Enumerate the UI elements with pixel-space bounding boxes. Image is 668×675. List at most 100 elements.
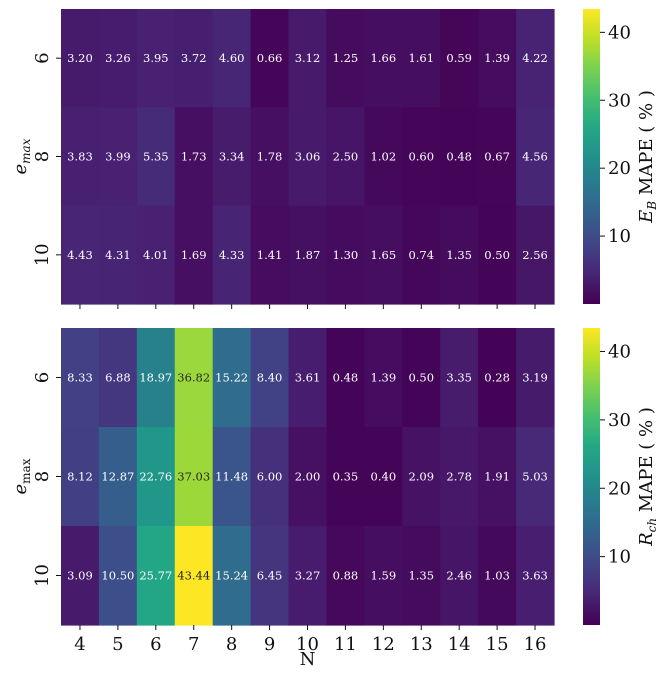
x-tick-label: 7 — [188, 634, 199, 655]
cell-value-label: 2.09 — [408, 470, 434, 484]
cell-value-label: 0.35 — [333, 470, 359, 484]
y-axis-title: emax — [10, 138, 33, 174]
cell-value-label: 3.12 — [295, 51, 321, 65]
heatmap-cell — [174, 526, 214, 626]
x-tick-label: 14 — [448, 634, 471, 655]
x-tick-label: 12 — [372, 634, 395, 655]
heatmap-cell — [364, 9, 403, 108]
cell-value-label: 10.50 — [101, 569, 134, 583]
heatmap-cell — [364, 427, 403, 527]
heatmap-cell — [212, 328, 252, 428]
cell-value-label: 1.65 — [371, 248, 397, 262]
cell-value-label: 1.39 — [484, 51, 510, 65]
cell-value-label: 0.88 — [333, 569, 359, 583]
cell-value-label: 3.72 — [181, 51, 207, 65]
cell-value-label: 1.87 — [295, 248, 321, 262]
cell-value-label: 3.20 — [67, 51, 93, 65]
heatmap-cell — [326, 526, 365, 626]
cell-value-label: 1.39 — [371, 371, 397, 385]
x-tick-label: 13 — [410, 634, 433, 655]
heatmap-cell — [516, 427, 555, 527]
heatmap-cell — [402, 9, 441, 108]
x-tick-label: 15 — [486, 634, 509, 655]
cell-value-label: 36.82 — [177, 371, 210, 385]
heatmap-cell — [402, 328, 441, 428]
cell-value-label: 1.35 — [446, 248, 472, 262]
heatmap-cell — [364, 107, 403, 207]
colorbar-tick-label: 40 — [608, 342, 631, 363]
cell-value-label: 22.76 — [139, 470, 172, 484]
heatmap-cell — [174, 328, 214, 428]
cell-value-label: 4.43 — [67, 248, 93, 262]
cell-value-label: 6.00 — [257, 470, 283, 484]
heatmap-cell — [136, 107, 176, 207]
heatmap-panel-2: 8.33 6.88 18.97 36.82 15.22 8.40 3.61 0.48 1.39 0… — [10, 328, 555, 670]
colorbar-label: Rch MAPE ( % ) — [636, 407, 659, 547]
cell-value-label: 4.22 — [522, 51, 548, 65]
heatmap-cell — [250, 328, 290, 428]
heatmap-cell — [98, 427, 138, 527]
heatmap-cell — [98, 107, 138, 207]
heatmap-cell — [440, 526, 479, 626]
colorbar-2: 10 20 30 40 Rch MAPE ( % ) — [583, 328, 659, 625]
heatmap-cell — [478, 107, 517, 207]
heatmap-cell — [364, 205, 403, 305]
heatmap-cell — [136, 328, 176, 428]
cell-value-label: 4.33 — [219, 248, 245, 262]
cell-value-label: 1.02 — [371, 150, 397, 164]
heatmap-panel-1: 3.20 3.26 3.95 3.72 4.60 0.66 3.12 1.25 1.66 1.61… — [10, 9, 555, 309]
heatmap-cell — [440, 205, 479, 305]
heatmap-cell — [98, 205, 138, 305]
heatmap-cell — [478, 427, 517, 527]
cell-value-label: 3.61 — [295, 371, 321, 385]
cell-value-label: 1.25 — [333, 51, 359, 65]
cell-value-label: 3.19 — [522, 371, 548, 385]
heatmap-cell — [364, 328, 403, 428]
x-tick-label: 5 — [112, 634, 123, 655]
heatmap-cell — [250, 205, 290, 305]
heatmap-cell — [174, 107, 214, 207]
cell-value-label: 3.06 — [295, 150, 321, 164]
heatmap-cell — [326, 205, 365, 305]
heatmap-cell — [61, 107, 100, 207]
cell-value-label: 3.26 — [105, 51, 131, 65]
heatmap-cell — [516, 328, 555, 428]
cell-value-label: 2.46 — [446, 569, 472, 583]
cell-value-label: 1.35 — [408, 569, 434, 583]
heatmap-cell — [326, 328, 365, 428]
x-tick-label: 11 — [334, 634, 357, 655]
heatmap-cell — [288, 526, 328, 626]
heatmap-cell — [136, 427, 176, 527]
heatmap-cell — [326, 9, 365, 108]
x-tick-label: 10 — [296, 634, 319, 655]
heatmap-cell — [250, 9, 290, 108]
cell-value-label: 8.33 — [67, 371, 93, 385]
cell-value-label: 1.73 — [181, 150, 207, 164]
heatmap-cell — [174, 205, 214, 305]
heatmap-cell — [61, 427, 100, 527]
y-axis-title: emax — [10, 458, 33, 494]
cell-value-label: 4.56 — [522, 150, 548, 164]
heatmap-cell — [440, 427, 479, 527]
cell-value-label: 11.48 — [215, 470, 248, 484]
heatmap-cell — [516, 9, 555, 108]
heatmap-cell — [440, 107, 479, 207]
heatmap-cell — [174, 9, 214, 108]
cell-value-label: 1.03 — [484, 569, 510, 583]
cell-value-label: 8.12 — [67, 470, 93, 484]
cell-value-label: 1.91 — [484, 470, 510, 484]
y-tick-label: 10 — [32, 564, 53, 587]
heatmap-cell — [136, 526, 176, 626]
cell-value-label: 0.74 — [408, 248, 434, 262]
heatmap-cell — [478, 328, 517, 428]
cell-value-label: 25.77 — [139, 569, 172, 583]
heatmap-cell — [288, 205, 328, 305]
colorbar-tick-label: 30 — [608, 410, 631, 431]
colorbar-tick-label: 20 — [608, 158, 631, 179]
cell-value-label: 3.27 — [295, 569, 321, 583]
cell-value-label: 1.59 — [371, 569, 397, 583]
y-tick-label: 8 — [32, 471, 53, 482]
heatmap-cell — [440, 9, 479, 108]
cell-value-label: 1.66 — [371, 51, 397, 65]
